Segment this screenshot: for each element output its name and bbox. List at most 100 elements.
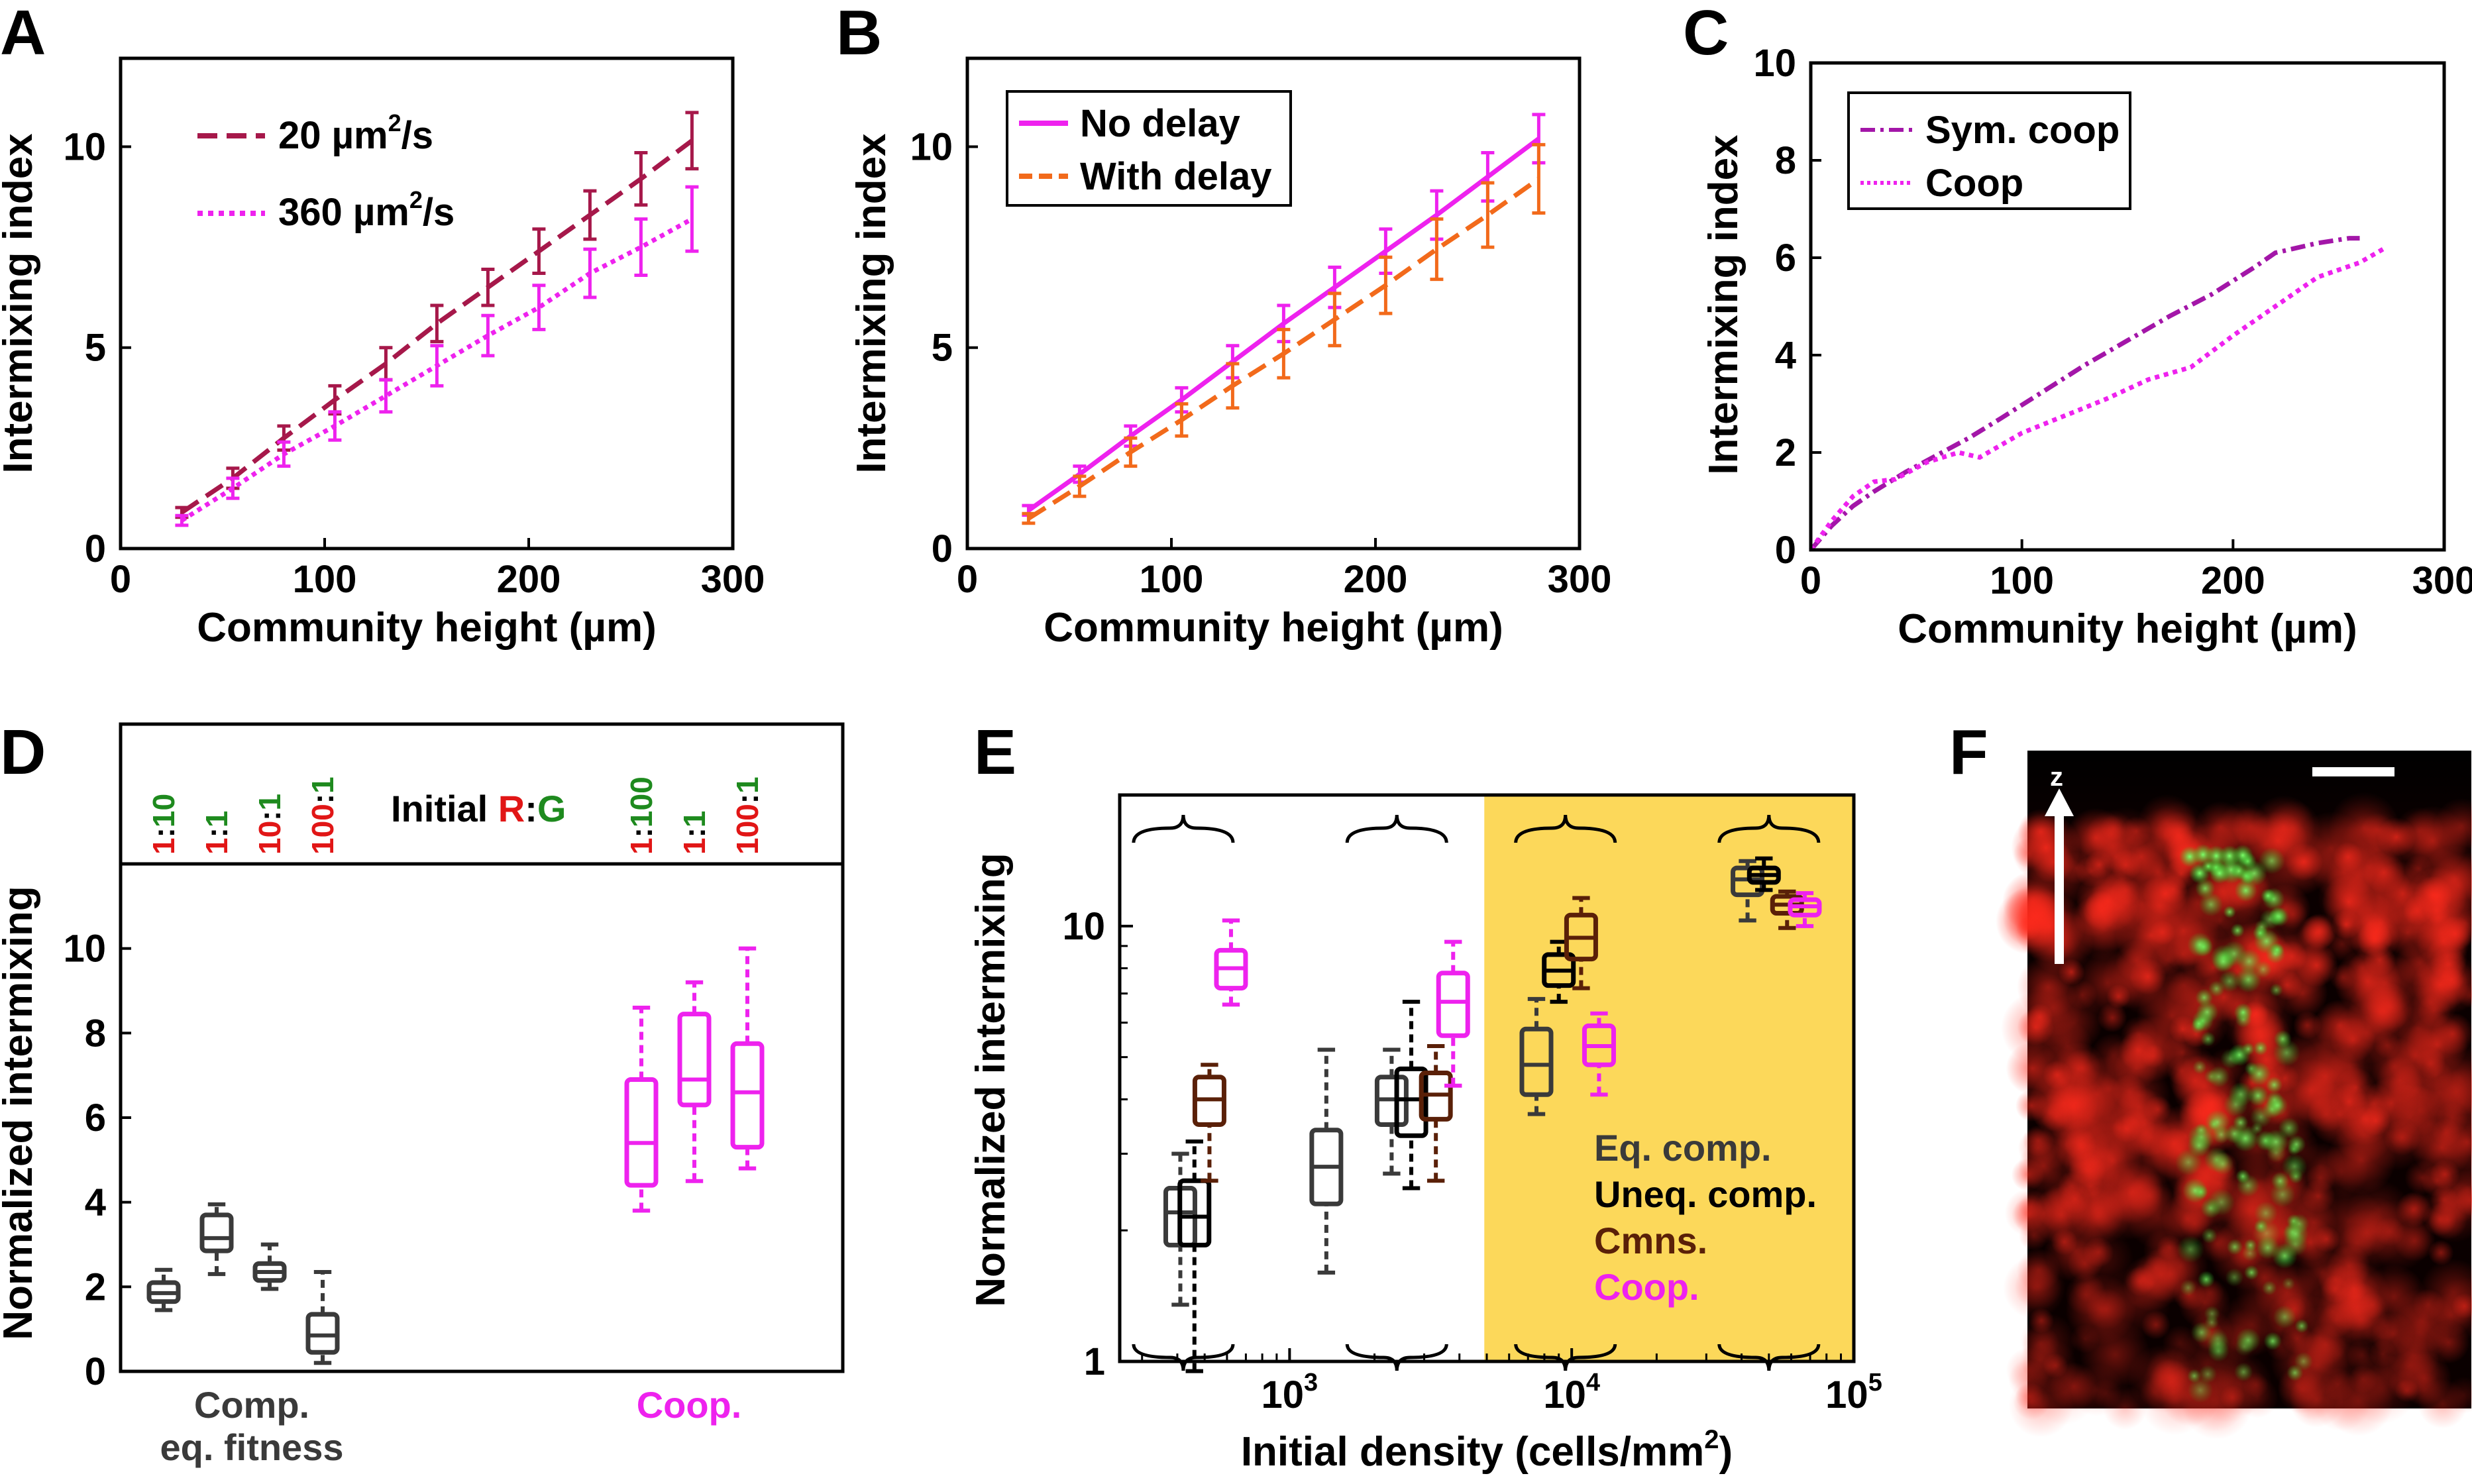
legend-e-coop: Coop. [1594,1266,1699,1308]
y-tick-label: 10 [1062,905,1105,948]
panel-letter-a: A [0,0,46,68]
ratio-separator: : [199,827,234,837]
x-tick-label: 0 [110,558,131,601]
x-tick-exponent: 4 [1586,1369,1600,1397]
ratio-part-b: 1 [252,794,287,811]
legend-b-box [1006,90,1292,207]
x-tick-label: 100 [1140,558,1204,601]
x-tick-label: 200 [1344,558,1408,601]
y-tick-label: 8 [1775,139,1796,182]
panel-b-ylabel: Intermixing index [849,133,894,474]
panel-c-ylabel: Intermixing index [1701,134,1747,475]
panel-e-legend: Eq. comp. Uneq. comp. Cmns. Coop. [1594,1127,1817,1308]
y-tick-label: 5 [932,327,953,370]
ratio-separator: : [624,827,659,837]
panel-a-ylabel: Intermixing index [0,133,41,474]
group-brace-top-1 [1132,814,1235,843]
x-tick-label: 300 [1548,558,1612,601]
group-brace-bottom-3 [1514,1344,1617,1371]
x-tick-label: 100 [1990,559,2054,602]
y-tick-label: 8 [85,1012,106,1055]
box-e-10-iqr [1519,1026,1554,1097]
ratio-label-3: 10:1 [252,794,287,855]
legend-e-eq-comp: Eq. comp. [1594,1127,1772,1169]
x-tick-label: 100 [293,558,357,601]
box-e-9-iqr [1436,971,1470,1038]
x-tick-label: 0 [957,558,978,601]
panel-e-ylabel: Normalized intermixing [968,853,1014,1307]
z-arrow-head [2045,788,2074,816]
group-brace-top-2 [1345,814,1448,843]
z-axis-label: z [2050,763,2063,792]
panel-c-frame [1809,61,2446,552]
ratio-label-5: 1:100 [624,776,659,855]
x-tick-label: 104 [1543,1369,1600,1416]
legend-c-box [1847,91,2131,210]
panel-b-plot: 0 100 200 300 0 5 10 [910,113,1612,601]
ratio-label-1: 1:10 [146,794,181,855]
panel-a: A 0 100 200 300 0 5 10 Community height (µm) I… [0,0,765,651]
series-line-1 [180,138,694,515]
scale-bar [2312,767,2394,776]
y-tick-label: 4 [85,1181,106,1224]
panel-letter-d: D [0,717,46,788]
x-tick-label: 300 [701,558,765,601]
x-tick-base: 10 [1543,1373,1586,1416]
panel-d-ylabel: Normalized intermixing [0,886,41,1340]
panel-letter-e: E [974,717,1016,788]
ratio-label-4: 100:1 [305,776,340,855]
legend-c-label-1: Sym. coop [1925,109,2120,152]
group-brace-bottom-4 [1717,1344,1821,1371]
x-tick-label: 0 [1800,559,1821,602]
series-line-1 [1809,236,2360,552]
ratio-header: Initial R:G [391,788,566,829]
ratio-part-b: 10 [146,794,181,827]
y-tick-label: 2 [85,1265,106,1308]
group-label-coop: Coop. [637,1384,742,1426]
ratio-label-2: 1:1 [199,810,234,855]
x-tick-label: 103 [1262,1369,1318,1416]
group-brace-bottom-2 [1345,1344,1448,1371]
group-brace-top-4 [1717,814,1821,843]
panel-letter-b: B [836,0,882,68]
group-label-comp-line1: Comp. [194,1384,309,1426]
y-tick-label: 0 [85,1350,106,1393]
panel-b: B 0 100 200 300 0 5 10 Community height (µm) I… [836,0,1611,651]
y-tick-label: 0 [85,527,106,570]
box-7-iqr [730,1041,765,1150]
y-tick-label: 10 [1753,42,1796,85]
panel-letter-c: C [1683,0,1729,68]
x-tick-base: 10 [1262,1373,1305,1416]
box-4-iqr [305,1312,340,1355]
panel-f: F z [1949,717,2472,1440]
panel-d-frame [119,862,845,1373]
y-tick-label: 10 [63,125,106,168]
legend-e-uneq-comp: Uneq. comp. [1594,1173,1817,1215]
panel-c-plot: 0 100 200 300 0 2 4 6 8 10 [1753,42,2472,602]
x-tick-label: 200 [2201,559,2265,602]
panel-a-frame [119,56,735,551]
y-tick-label: 2 [1775,431,1796,474]
ratio-separator: : [730,794,765,804]
x-tick-exponent: 5 [1868,1369,1882,1397]
ratio-label-6: 1:1 [677,810,712,855]
x-tick-label: 300 [2412,559,2472,602]
y-tick-label: 1 [1084,1340,1105,1383]
panel-letter-f: F [1949,717,1988,788]
y-tick-label: 10 [63,928,106,971]
panel-c-xlabel: Community height (µm) [1898,606,2357,652]
ratio-part-a: 100 [730,804,765,855]
panel-b-xlabel: Community height (µm) [1044,605,1503,651]
ratio-separator: : [677,827,712,837]
ratio-part-a: 1 [624,837,659,855]
micrograph-top-fade [2027,751,2471,1408]
y-tick-label: 5 [85,327,106,370]
panel-c-legend: Sym. coop Coop [1847,91,2131,210]
box-e-7-iqr [1394,1066,1428,1138]
ratio-part-b: 1 [730,776,765,794]
box-6-iqr [677,1012,712,1108]
x-tick-label: 200 [497,558,561,601]
panel-e-xlabel: Initial density (cells/mm2) [1241,1425,1733,1475]
ratio-separator: : [252,811,287,821]
